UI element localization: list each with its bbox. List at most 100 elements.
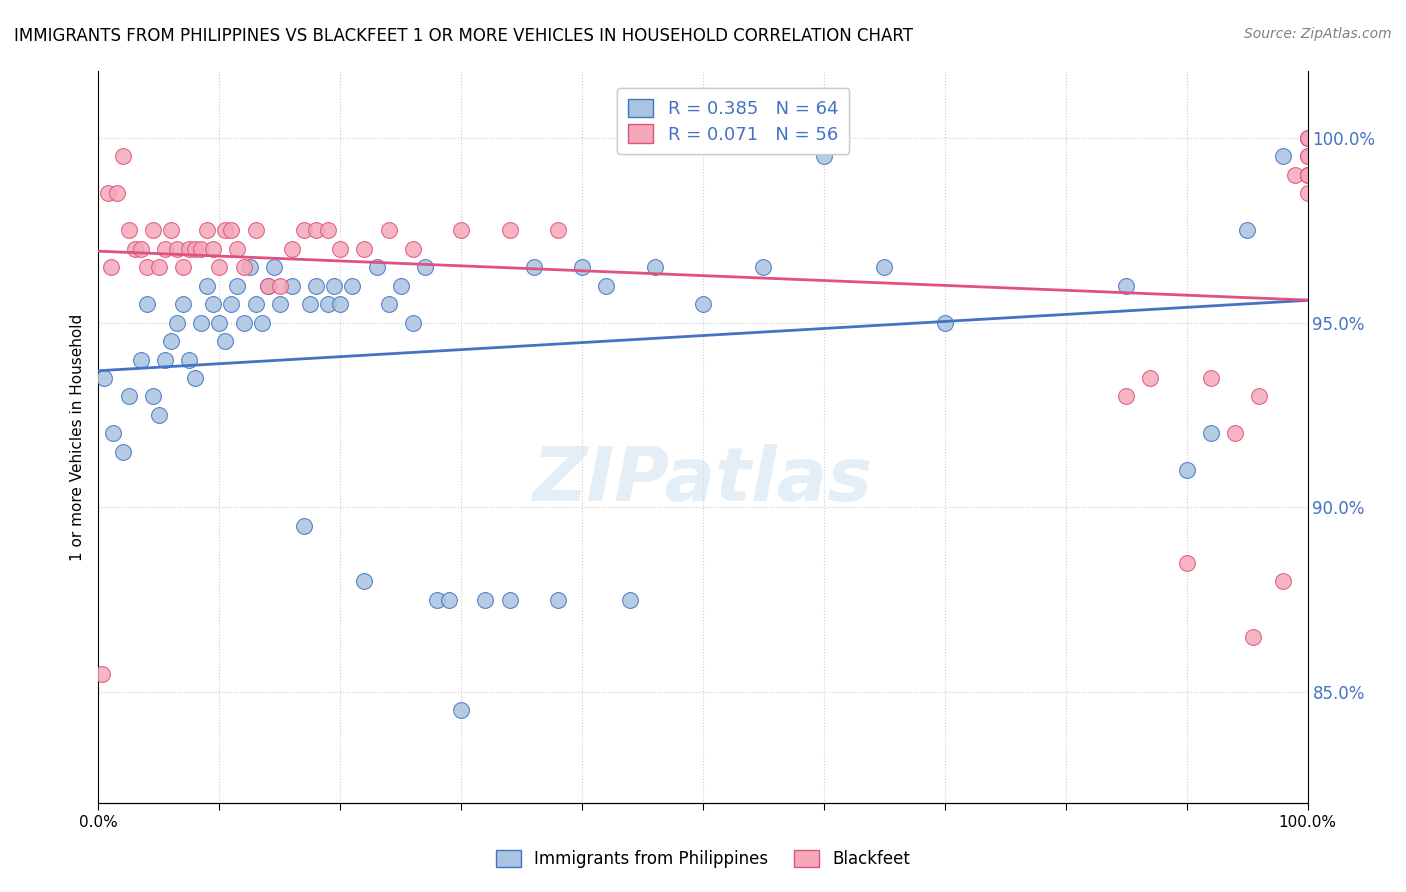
Point [179,352,201,367]
Point [256,278,278,293]
Text: IMMIGRANTS FROM PHILIPPINES VS BLACKFEET 1 OR MORE VEHICLES IN HOUSEHOLD CORRELA: IMMIGRANTS FROM PHILIPPINES VS BLACKFEET… [14,27,912,45]
Point [160,223,183,237]
Point [426,592,449,607]
Point [498,592,520,607]
Point [389,278,412,293]
Point [221,223,243,237]
Point [281,278,304,293]
Point [214,223,236,237]
Point [148,408,170,422]
Point [214,334,236,348]
Point [190,242,212,256]
Point [263,260,285,274]
Point [1199,371,1222,385]
Point [1175,556,1198,570]
Point [1241,630,1264,644]
Point [226,242,249,256]
Point [1296,131,1319,145]
Point [281,242,304,256]
Point [135,260,157,274]
Point [208,260,231,274]
Point [323,278,346,293]
Point [619,592,641,607]
Point [101,426,124,441]
Point [450,703,472,717]
Point [202,242,225,256]
Point [221,297,243,311]
Y-axis label: 1 or more Vehicles in Household: 1 or more Vehicles in Household [70,313,86,561]
Point [1296,131,1319,145]
Point [118,389,141,403]
Point [305,278,328,293]
Point [166,242,188,256]
Point [153,352,176,367]
Point [402,316,425,330]
Point [547,223,569,237]
Point [166,316,188,330]
Point [1296,149,1319,163]
Point [142,389,165,403]
Point [353,574,375,589]
Point [873,260,896,274]
Point [547,592,569,607]
Point [111,149,134,163]
Point [523,260,546,274]
Point [160,334,183,348]
Point [148,260,170,274]
Point [1272,574,1295,589]
Point [118,223,141,237]
Legend: R = 0.385   N = 64, R = 0.071   N = 56: R = 0.385 N = 64, R = 0.071 N = 56 [617,87,849,154]
Point [571,260,593,274]
Point [142,223,165,237]
Point [124,242,146,256]
Point [153,242,176,256]
Point [195,223,218,237]
Point [91,666,114,681]
Point [692,297,714,311]
Point [179,242,201,256]
Point [377,297,399,311]
Point [292,223,315,237]
Point [245,223,267,237]
Point [184,242,207,256]
Point [1296,131,1319,145]
Point [226,278,249,293]
Point [498,223,520,237]
Point [299,297,322,311]
Point [172,297,194,311]
Point [111,445,134,459]
Point [329,242,352,256]
Point [752,260,775,274]
Point [402,242,425,256]
Point [1115,278,1137,293]
Point [172,260,194,274]
Point [366,260,388,274]
Text: ZIPatlas: ZIPatlas [533,444,873,517]
Point [1223,426,1246,441]
Point [1249,389,1271,403]
Point [813,149,835,163]
Point [342,278,364,293]
Point [190,316,212,330]
Point [1272,149,1295,163]
Point [437,592,460,607]
Point [595,278,617,293]
Point [239,260,262,274]
Point [232,316,254,330]
Point [245,297,267,311]
Point [135,297,157,311]
Point [93,371,115,385]
Point [377,223,399,237]
Point [1236,223,1258,237]
Point [1284,168,1306,182]
Point [100,260,122,274]
Point [292,518,315,533]
Point [1296,168,1319,182]
Point [329,297,352,311]
Legend: Immigrants from Philippines, Blackfeet: Immigrants from Philippines, Blackfeet [489,843,917,875]
Point [97,186,120,201]
Text: Source: ZipAtlas.com: Source: ZipAtlas.com [1244,27,1392,41]
Point [1296,168,1319,182]
Point [413,260,436,274]
Point [202,297,225,311]
